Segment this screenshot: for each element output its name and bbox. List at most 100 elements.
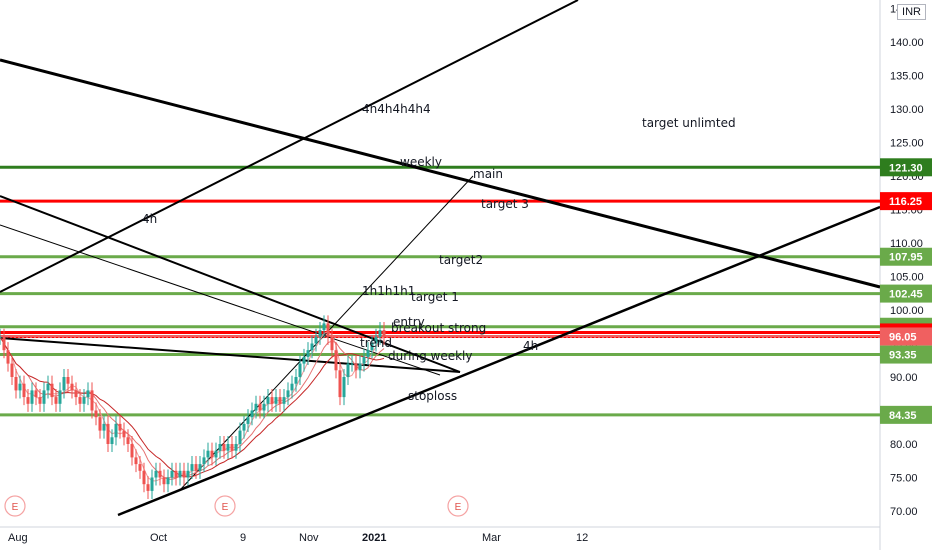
x-tick-label: 12 [576,532,588,544]
candle-body [322,323,326,331]
moving-average-line [0,336,385,478]
candle-body [302,356,306,364]
candle-body [178,470,182,478]
candle-body [62,377,66,391]
currency-label[interactable]: INR [897,4,926,20]
candle-body [118,423,122,431]
candle-body [182,470,186,478]
candle-body [242,423,246,431]
candle-body [294,377,298,384]
price-level-tag [880,345,932,364]
price-level-label: 116.25 [889,196,922,208]
candle-body [354,363,358,371]
annotation-trend: trend [360,336,392,350]
annotation-1h-series: 1h1h1h1 [362,284,415,298]
candle-body [210,450,214,458]
y-tick-label: 100.00 [890,305,924,317]
candle-body [270,397,274,404]
candle-body [114,423,118,438]
y-tick-label: 140.00 [890,37,924,49]
candle-body [102,423,106,431]
annotation-entry: entry [393,315,425,329]
candle-body [162,477,166,485]
candle-body [42,390,46,404]
candle-body [158,470,162,478]
candle-body [134,457,138,465]
candle-body [30,390,34,404]
price-level-tag [880,284,932,303]
annotation-during-weekly: during weekly [388,349,473,363]
candle-body [78,397,82,404]
candle-body [58,390,62,404]
x-tick-label: Nov [299,532,319,544]
y-tick-label: 90.00 [890,372,918,384]
price-level-label: 93.35 [889,350,917,362]
thin-descending-trendline [0,224,441,376]
candle-body [74,390,78,398]
support-trendline [117,205,881,517]
event-marker[interactable]: E [214,495,236,517]
candle-body [286,390,290,398]
candle-body [90,390,94,411]
candle-body [94,410,98,418]
candle-body [2,336,6,351]
candle-body [254,403,258,411]
annotation-target-1: target 1 [411,290,459,304]
candle-body [366,350,370,357]
candle-body [230,444,234,451]
candle-body [198,464,202,471]
candle-body [250,410,254,418]
candle-body [70,383,74,391]
upper-channel-trendline [0,0,579,293]
candle-body [358,363,362,371]
candle-body [378,330,382,337]
price-level-label: 96.05 [889,331,917,343]
candle-body [342,377,346,398]
candle-body [234,444,238,451]
annotation-breakout-strong: breakout strong [391,321,486,335]
candle-body [66,377,70,384]
candle-body [246,417,250,424]
event-marker[interactable]: E [4,495,26,517]
x-tick-label: Oct [150,532,167,544]
candle-body [346,363,350,377]
candle-body [274,397,278,404]
y-tick-label: 130.00 [890,104,924,116]
candle-body [226,444,230,451]
price-level-tag [880,405,932,424]
candle-body [86,390,90,398]
candle-body [170,470,174,478]
annotation-target-unlimited: target unlimted [642,116,736,130]
event-marker[interactable]: E [447,495,469,517]
price-level-label: 84.35 [889,410,917,422]
price-level-tag [880,247,932,266]
candle-body [306,350,310,357]
candle-body [186,470,190,478]
candle-body [82,397,86,404]
candle-body [282,397,286,404]
candle-body [362,356,366,364]
annotation-stoploss: stoploss [408,389,457,403]
candle-body [350,363,354,365]
x-tick-label: Mar [482,532,501,544]
candle-body [98,417,102,431]
annotation-weekly: weekly [400,155,442,169]
candle-body [298,363,302,377]
candle-body [310,343,314,351]
candle-body [54,397,58,404]
candle-body [0,336,2,338]
candle-body [110,437,114,444]
candle-body [50,383,54,398]
annotation-4h-series: 4h4h4h4h4 [362,102,431,116]
candle-body [174,470,178,478]
svg-text:E: E [455,502,462,513]
candle-body [106,423,110,444]
candle-body [370,343,374,351]
annotation-4h-upper: 4h [142,212,157,226]
candle-body [258,403,262,411]
candle-body [154,470,158,478]
y-tick-label: 110.00 [890,238,923,250]
annotation-target-3: target 3 [481,197,529,211]
price-level-tag [880,327,932,346]
